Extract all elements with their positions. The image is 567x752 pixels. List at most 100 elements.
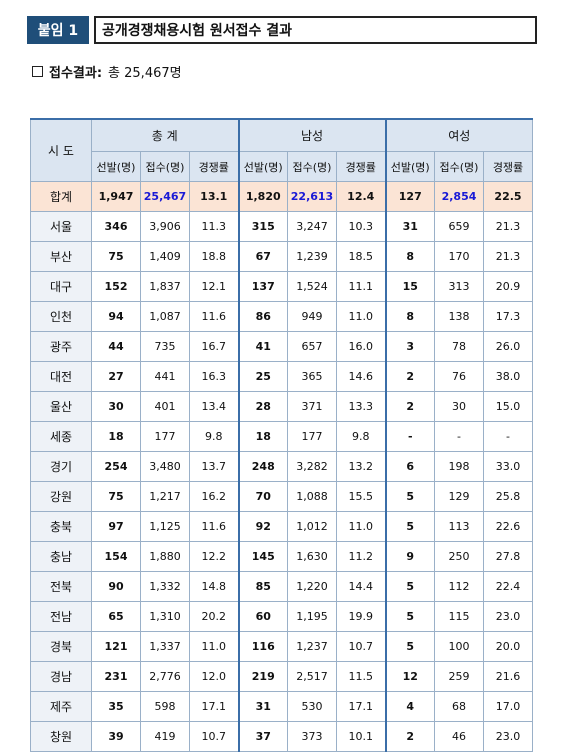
table-row: 경북 121 1,337 11.0 116 1,237 10.7 5 100 20.0: [30, 631, 533, 662]
table-cell: 44: [91, 331, 141, 362]
table-cell: 13.1: [189, 181, 239, 212]
table-cell: 254: [91, 451, 141, 482]
table-cell: 27: [91, 361, 141, 392]
table-cell: 25: [237, 361, 288, 392]
table-cell: 441: [140, 361, 190, 392]
table-cell: 11.5: [336, 661, 386, 692]
region-cell: 강원: [30, 481, 92, 512]
table-cell: 129: [434, 481, 484, 512]
table-cell: 46: [434, 721, 484, 752]
table-cell: 313: [434, 271, 484, 302]
table-cell: 231: [91, 661, 141, 692]
table-cell: 137: [237, 271, 288, 302]
region-cell: 창원: [30, 721, 92, 752]
table-cell: 1,125: [140, 511, 190, 542]
region-cell: 부산: [30, 241, 92, 272]
table-cell: 18.5: [336, 241, 386, 272]
table-cell: 371: [287, 391, 337, 422]
table-row: 서울 346 3,906 11.3 315 3,247 10.3 31 659 21.3: [30, 211, 533, 242]
table-cell: 11.0: [336, 511, 386, 542]
table-row: 대구 152 1,837 12.1 137 1,524 11.1 15 313 20.9: [30, 271, 533, 302]
table-row: 충북 97 1,125 11.6 92 1,012 11.0 5 113 22.6: [30, 511, 533, 542]
table-cell: 86: [237, 301, 288, 332]
table-cell: 27.8: [483, 541, 533, 572]
table-cell: 1,012: [287, 511, 337, 542]
table-cell: 68: [434, 691, 484, 722]
table-cell: 170: [434, 241, 484, 272]
region-cell: 전남: [30, 601, 92, 632]
table-cell: 12.0: [189, 661, 239, 692]
document-title: 공개경쟁채용시험 원서접수 결과: [94, 16, 537, 44]
region-cell: 대구: [30, 271, 92, 302]
subheader-ratio: 경쟁률: [483, 151, 533, 182]
table-cell: 16.3: [189, 361, 239, 392]
table-row-total: 합계 1,947 25,467 13.1 1,820 22,613 12.4 127 2,854…: [30, 181, 533, 212]
table-cell: 21.6: [483, 661, 533, 692]
table-cell: 9: [384, 541, 435, 572]
table-cell: 5: [384, 511, 435, 542]
table-cell: 31: [384, 211, 435, 242]
table-cell: 2,854: [434, 181, 484, 212]
region-cell: 제주: [30, 691, 92, 722]
table-cell: 37: [237, 721, 288, 752]
table-cell: 17.1: [336, 691, 386, 722]
table-cell: 15: [384, 271, 435, 302]
table-row: 광주 44 735 16.7 41 657 16.0 3 78 26.0: [30, 331, 533, 362]
table-row: 경남 231 2,776 12.0 219 2,517 11.5 12 259 21.6: [30, 661, 533, 692]
table-row: 창원 39 419 10.7 37 373 10.1 2 46 23.0: [30, 721, 533, 752]
table-cell: 22.6: [483, 511, 533, 542]
table-cell: 19.9: [336, 601, 386, 632]
table-cell: 70: [237, 481, 288, 512]
table-cell: 419: [140, 721, 190, 752]
table-cell: 12: [384, 661, 435, 692]
table-cell: 598: [140, 691, 190, 722]
table-cell: 41: [237, 331, 288, 362]
table-cell: 97: [91, 511, 141, 542]
table-cell: 116: [237, 631, 288, 662]
table-cell: 76: [434, 361, 484, 392]
table-cell: 16.7: [189, 331, 239, 362]
table-cell: 1,524: [287, 271, 337, 302]
table-row: 제주 35 598 17.1 31 530 17.1 4 68 17.0: [30, 691, 533, 722]
table-cell: 1,880: [140, 541, 190, 572]
summary-label: 접수결과:: [49, 66, 103, 81]
table-cell: 138: [434, 301, 484, 332]
table-cell: 20.2: [189, 601, 239, 632]
table-cell: 1,239: [287, 241, 337, 272]
region-cell: 경기: [30, 451, 92, 482]
table-cell: 100: [434, 631, 484, 662]
region-cell: 광주: [30, 331, 92, 362]
table-cell: 14.6: [336, 361, 386, 392]
table-cell: 20.0: [483, 631, 533, 662]
table-cell: 17.1: [189, 691, 239, 722]
table-cell: 15.5: [336, 481, 386, 512]
table-cell: 3,906: [140, 211, 190, 242]
table-cell: 2: [384, 391, 435, 422]
table-row: 전북 90 1,332 14.8 85 1,220 14.4 5 112 22.4: [30, 571, 533, 602]
table-cell: 259: [434, 661, 484, 692]
subheader-selected: 선발(명): [237, 151, 288, 182]
summary-line: 접수결과: 총 25,467명: [32, 62, 182, 81]
table-cell: 248: [237, 451, 288, 482]
subheader-applicants: 접수(명): [434, 151, 484, 182]
table-cell: 33.0: [483, 451, 533, 482]
table-cell: 112: [434, 571, 484, 602]
table-cell: 31: [237, 691, 288, 722]
table-row: 울산 30 401 13.4 28 371 13.3 2 30 15.0: [30, 391, 533, 422]
table-cell: 17.0: [483, 691, 533, 722]
subheader-selected: 선발(명): [384, 151, 435, 182]
table-cell: 657: [287, 331, 337, 362]
section-header: 붙임 1 공개경쟁채용시험 원서접수 결과: [27, 16, 537, 44]
table-cell: 12.2: [189, 541, 239, 572]
table-cell: 30: [91, 391, 141, 422]
table-cell: 373: [287, 721, 337, 752]
table-cell: 75: [91, 481, 141, 512]
table-row: 전남 65 1,310 20.2 60 1,195 19.9 5 115 23.0: [30, 601, 533, 632]
table-cell: 1,837: [140, 271, 190, 302]
table-cell: 28: [237, 391, 288, 422]
table-cell: 75: [91, 241, 141, 272]
table-cell: 6: [384, 451, 435, 482]
table-cell: 11.6: [189, 511, 239, 542]
table-cell: 1,310: [140, 601, 190, 632]
table-cell: 177: [140, 421, 190, 452]
